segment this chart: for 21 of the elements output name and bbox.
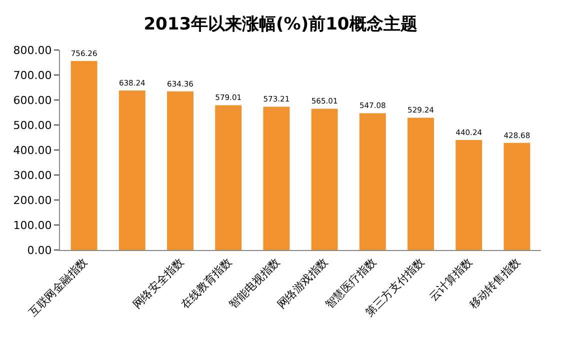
bar — [215, 105, 242, 250]
bar — [408, 118, 434, 250]
bar — [359, 113, 386, 250]
y-tick-label: 0.00 — [27, 244, 52, 257]
bar — [70, 60, 98, 250]
bar — [118, 90, 146, 250]
y-tick-label: 300.00 — [13, 168, 52, 182]
bar — [263, 106, 290, 250]
y-tick-label: 800.00 — [13, 44, 52, 57]
bar — [504, 142, 530, 250]
y-tick-label: 500.00 — [13, 118, 52, 132]
y-tick-label: 200.00 — [13, 194, 52, 207]
y-tick-label: 700.00 — [13, 68, 52, 82]
bar — [456, 140, 482, 250]
bar — [311, 108, 338, 250]
y-tick-label: 600.00 — [13, 94, 52, 107]
chart-title: 2013年以来涨幅(%)前10概念主题 — [144, 14, 418, 34]
y-tick-label: 100.00 — [13, 218, 52, 232]
y-tick-label: 400.00 — [13, 144, 52, 157]
x-tick-label: 互联网金融指数 — [26, 256, 90, 320]
bar — [167, 91, 194, 250]
